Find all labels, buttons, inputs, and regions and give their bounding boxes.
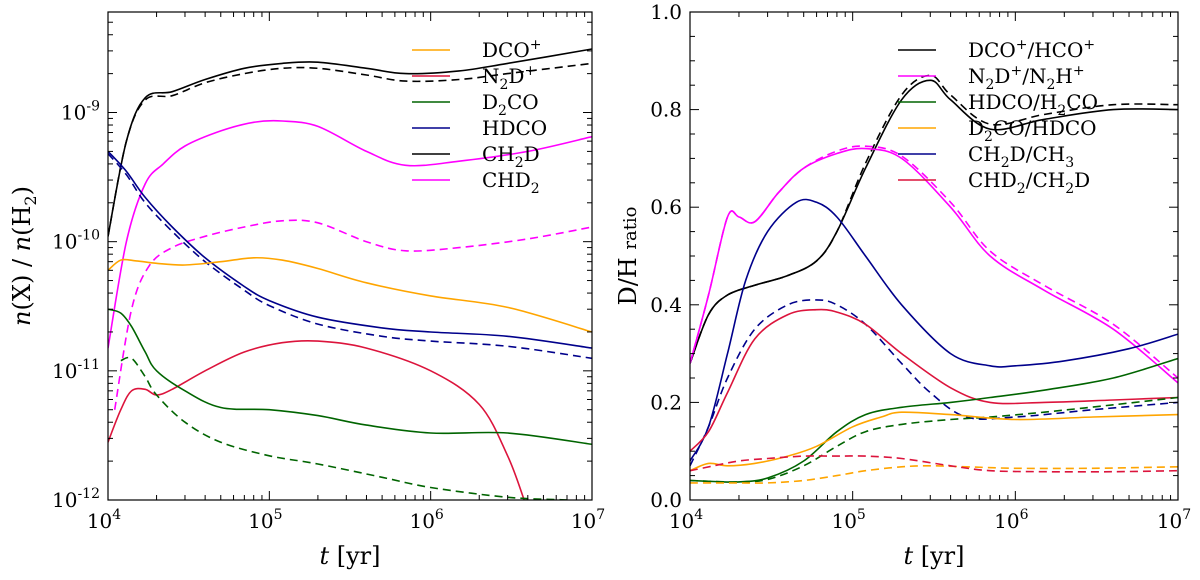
series-line-chd2-dashed — [113, 219, 592, 410]
series-line-n2d-n2h--solid — [690, 147, 1178, 384]
series-line-hdco-h2co-dashed — [690, 396, 1178, 483]
x-tick-label: 104 — [669, 507, 703, 533]
series-line-chd2-solid — [108, 119, 592, 349]
y-tick-label: 0.6 — [650, 195, 682, 219]
series-line-d2co-dashed — [120, 356, 568, 500]
series-line-hdco-h2co-solid — [690, 357, 1178, 483]
y-tick-label: 0.4 — [650, 293, 682, 317]
legend-label: CHD2/CH2D — [968, 168, 1090, 197]
right-panel-chart: 104 105 106 107 0.0 0.2 0.4 0.6 0.8 1.0 t [yr] D/H … — [614, 0, 1191, 570]
x-tick-label: 106 — [409, 507, 443, 533]
series-line-n2d--solid — [108, 339, 525, 500]
series-line-n2d-n2h--dashed — [690, 145, 1178, 379]
x-axis-label: t [yr] — [903, 542, 964, 570]
x-tick-label: 107 — [571, 507, 605, 533]
x-tick-label: 105 — [831, 507, 865, 533]
series-line-hdco-dashed — [108, 153, 592, 360]
legend-label: HDCO/H2CO — [968, 90, 1098, 119]
series-group — [108, 48, 592, 500]
y-tick-label: 10-11 — [52, 357, 100, 383]
series-line-ch2d-solid — [108, 48, 592, 237]
y-tick-label: 10-12 — [52, 486, 100, 512]
series-line-ch2d-ch3-dashed — [690, 299, 1178, 467]
legend-label: CH2D — [482, 142, 540, 171]
series-line-dco-hco--solid — [690, 79, 1178, 364]
x-tick-label: 104 — [87, 507, 121, 533]
x-tick-label: 107 — [1157, 507, 1191, 533]
series-line-d2co-solid — [108, 308, 592, 446]
axes-frame — [689, 11, 1179, 501]
series-line-dco--solid — [108, 256, 592, 333]
legend-label: N2D+/N2H+ — [968, 63, 1085, 93]
x-tick-label: 105 — [248, 507, 282, 533]
y-tick-label: 0.0 — [650, 488, 682, 512]
y-tick-label: 10-10 — [52, 228, 100, 254]
legend-label: DCO+/HCO+ — [968, 37, 1095, 62]
legend: DCO+/HCO+N2D+/N2H+HDCO/H2COD2CO/HDCOCH2D… — [898, 37, 1098, 197]
series-line-d2co-hdco-dashed — [690, 464, 1178, 484]
series-group — [690, 74, 1178, 484]
axes-frame — [107, 11, 593, 501]
legend-label: D2CO/HDCO — [968, 116, 1097, 145]
y-axis-label: n(X) / n(H2) — [8, 186, 40, 326]
legend-label: N2D+ — [482, 63, 536, 93]
series-line-d2co-hdco-solid — [690, 411, 1178, 472]
series-line-hdco-solid — [108, 150, 592, 349]
y-tick-label: 0.2 — [650, 390, 682, 414]
y-tick-label: 0.8 — [650, 98, 682, 122]
x-axis-label: t [yr] — [319, 542, 380, 570]
y-tick-label: 1.0 — [650, 0, 682, 24]
y-axis-label: D/H ratio — [614, 206, 642, 305]
legend-label: HDCO — [482, 116, 547, 140]
y-tick-label: 10-9 — [61, 99, 100, 125]
legend-label: CH2D/CH3 — [968, 142, 1074, 171]
x-tick-label: 106 — [994, 507, 1028, 533]
left-panel-chart: 104 105 106 107 10-12 10-11 10-10 10-9 t [yr] n(X… — [8, 11, 605, 570]
series-line-chd2-ch2d-solid — [690, 308, 1178, 452]
series-line-ch2d-ch3-solid — [690, 198, 1178, 462]
legend-label: CHD2 — [482, 168, 540, 197]
legend-label: D2CO — [482, 90, 539, 119]
legend-label: DCO+ — [482, 37, 541, 62]
series-line-chd2-ch2d-dashed — [690, 455, 1178, 473]
series-line-dco-hco--dashed — [690, 74, 1178, 364]
